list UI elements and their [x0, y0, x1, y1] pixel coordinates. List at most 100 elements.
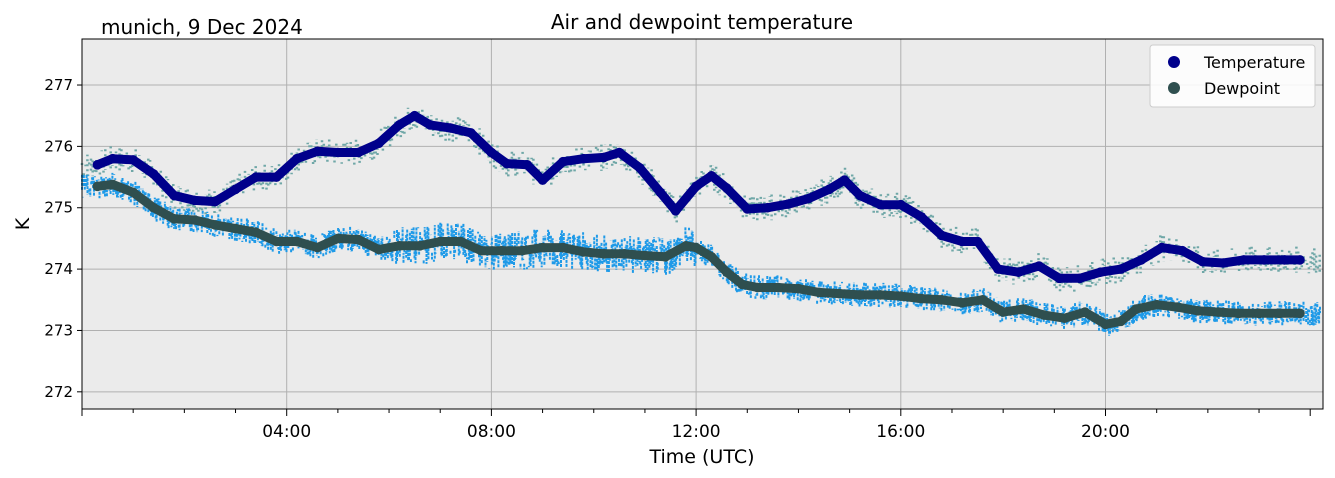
- dewpoint-point: [722, 267, 732, 278]
- y-axis-label: K: [12, 217, 34, 230]
- temperature-point: [312, 146, 323, 157]
- legend-dewpoint-marker: [1168, 82, 1180, 94]
- temperature-point: [783, 199, 793, 209]
- dewpoint-point: [957, 298, 967, 308]
- dewpoint-point: [1151, 299, 1162, 310]
- temperature-point: [839, 175, 850, 185]
- dewpoint-point: [251, 227, 261, 238]
- dewpoint-point: [1254, 308, 1264, 319]
- temperature-point: [210, 196, 220, 207]
- temperature-point: [670, 206, 681, 216]
- dewpoint-point: [189, 215, 200, 225]
- dewpoint-point: [599, 249, 609, 259]
- temperature-point: [824, 184, 834, 195]
- temperature-point: [251, 172, 261, 182]
- dewpoint-point: [496, 245, 507, 256]
- temperature-point: [1238, 255, 1249, 265]
- temperature-point: [599, 152, 609, 163]
- temperature-point: [1295, 255, 1305, 265]
- temperature-point: [486, 147, 497, 158]
- plot-area: [82, 39, 1323, 409]
- y-tick-label: 275: [44, 199, 73, 217]
- temperature-point: [1197, 256, 1208, 267]
- dewpoint-point: [1233, 308, 1244, 319]
- dewpoint-point: [476, 245, 487, 256]
- temperature-point: [803, 193, 814, 204]
- temperature-point: [742, 204, 753, 214]
- dewpoint-point: [558, 242, 568, 253]
- temperature-point: [993, 264, 1003, 274]
- x-axis-label: Time (UTC): [648, 446, 754, 468]
- temperature-point: [1116, 264, 1126, 274]
- temperature-point: [148, 169, 159, 179]
- legend: Temperature Dewpoint: [1149, 44, 1316, 108]
- dewpoint-point: [706, 251, 717, 262]
- temperature-point: [230, 184, 241, 195]
- dewpoint-point: [455, 236, 466, 247]
- dewpoint-point: [537, 242, 548, 253]
- dewpoint-point: [1100, 319, 1111, 330]
- legend-dewpoint-label: Dewpoint: [1204, 79, 1280, 98]
- temperature-point: [875, 199, 886, 210]
- dewpoint-point: [1080, 307, 1090, 317]
- temperature-point: [522, 160, 532, 170]
- temperature-point: [92, 160, 103, 170]
- dewpoint-point: [1018, 304, 1029, 314]
- temperature-point: [722, 183, 732, 193]
- temperature-point: [1136, 255, 1147, 265]
- dewpoint-point: [681, 241, 691, 251]
- dewpoint-point: [855, 290, 865, 300]
- dewpoint-point: [640, 250, 650, 261]
- dewpoint-point: [1131, 304, 1141, 314]
- dewpoint-point: [814, 287, 824, 298]
- temperature-point: [691, 181, 701, 192]
- temperature-point: [578, 153, 589, 164]
- temperature-point: [271, 172, 282, 182]
- dewpoint-point: [128, 187, 138, 198]
- x-tick-label: 08:00: [467, 422, 516, 442]
- dewpoint-point: [271, 236, 282, 247]
- dewpoint-point: [353, 234, 364, 245]
- dewpoint-point: [936, 295, 947, 305]
- temperature-point: [1218, 258, 1228, 268]
- temperature-point: [1095, 267, 1106, 278]
- temperature-point: [107, 153, 118, 164]
- dewpoint-point: [394, 241, 405, 251]
- temperature-point: [1034, 261, 1044, 271]
- temperature-point: [916, 212, 927, 222]
- dewpoint-point: [374, 244, 384, 255]
- smoothed-series: [92, 110, 1305, 330]
- location-date-label: munich, 9 Dec 2024: [101, 15, 303, 39]
- x-tick-label: 12:00: [672, 422, 721, 442]
- temperature-point: [972, 236, 983, 247]
- dewpoint-point: [737, 279, 747, 290]
- dewpoint-point: [333, 233, 343, 244]
- dewpoint-point: [691, 242, 701, 253]
- y-tick-label: 274: [44, 260, 73, 278]
- legend-temperature-label: Temperature: [1203, 53, 1305, 72]
- temperature-point: [374, 138, 384, 149]
- dewpoint-point: [1039, 310, 1049, 320]
- dewpoint-point: [1116, 316, 1126, 327]
- temperature-point: [896, 199, 906, 210]
- x-tick-label: 16:00: [876, 422, 925, 442]
- dewpoint-point: [660, 251, 671, 262]
- temperature-point: [558, 156, 568, 167]
- dewpoint-point: [916, 293, 927, 304]
- dewpoint-point: [210, 220, 220, 230]
- temperature-point: [635, 163, 645, 173]
- temperature-point: [1279, 255, 1290, 265]
- tick-labels: 04:00 08:00 12:00 16:00 20:00 272 273 274 275 276…: [44, 76, 1311, 442]
- temperature-point: [655, 187, 666, 198]
- dewpoint-point: [435, 236, 446, 247]
- temperature-point: [1054, 273, 1065, 284]
- temperature-point: [466, 128, 476, 138]
- temperature-point: [855, 190, 865, 201]
- dewpoint-point: [107, 179, 118, 190]
- temperature-point: [394, 120, 405, 130]
- dewpoint-point: [619, 249, 630, 259]
- dewpoint-point: [1213, 307, 1223, 317]
- dewpoint-point: [752, 282, 763, 293]
- temperature-point: [409, 110, 420, 121]
